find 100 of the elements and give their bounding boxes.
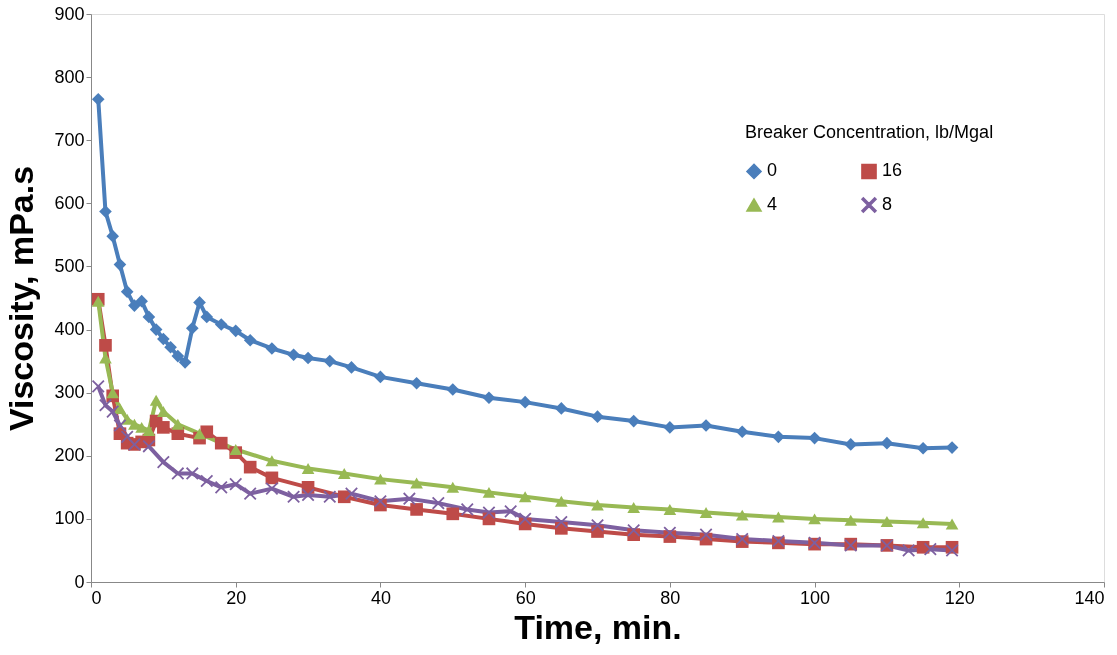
point: [243, 487, 257, 500]
point: [945, 518, 959, 530]
point: [91, 380, 105, 393]
point: [120, 285, 134, 299]
y-tick-label: 700: [54, 129, 85, 150]
point: [287, 490, 300, 504]
point: [699, 419, 713, 432]
point: [301, 488, 315, 502]
x-axis-title: Time, min.: [514, 607, 682, 646]
point: [229, 324, 243, 338]
point: [157, 455, 170, 469]
point: [880, 436, 894, 450]
legend-label: 16: [882, 160, 903, 181]
point: [431, 496, 445, 510]
x-tick-label: 140: [1074, 587, 1105, 608]
point: [446, 383, 460, 396]
point: [214, 481, 228, 494]
point: [171, 418, 185, 430]
y-tick-label: 300: [54, 382, 85, 403]
point: [149, 323, 163, 336]
point: [229, 443, 243, 455]
point: [482, 391, 496, 405]
point: [178, 356, 192, 369]
legend-label: 0: [767, 160, 778, 181]
point: [699, 507, 713, 519]
point: [229, 477, 243, 491]
legend-title: Breaker Concentration, lb/Mgal: [745, 122, 994, 142]
point: [446, 481, 460, 493]
x-tick-label: 100: [800, 587, 831, 608]
point: [410, 376, 423, 390]
point: [265, 342, 279, 355]
point: [301, 351, 315, 365]
point: [844, 438, 858, 451]
x-tick-label: 40: [370, 587, 391, 608]
point: [243, 333, 257, 347]
point: [243, 460, 257, 474]
point: [164, 340, 177, 354]
point: [323, 490, 337, 504]
point: [627, 523, 640, 537]
point: [301, 462, 315, 474]
y-tick-label: 800: [54, 66, 85, 87]
legend-label: 8: [882, 194, 893, 214]
point: [924, 542, 937, 556]
point: [772, 430, 785, 444]
x-tick-label: 60: [515, 587, 536, 608]
point: [916, 441, 930, 455]
y-tick-label: 200: [54, 445, 85, 466]
point: [106, 405, 120, 418]
point: [113, 402, 127, 414]
point: [171, 349, 185, 363]
point: [627, 414, 640, 428]
point: [460, 503, 474, 516]
point: [323, 354, 337, 368]
x-tick-label: 80: [660, 587, 681, 608]
point: [265, 455, 279, 467]
point: [735, 509, 749, 521]
point: [106, 387, 120, 399]
point: [916, 517, 930, 529]
x-tick-label: 20: [226, 587, 247, 608]
point: [185, 321, 199, 335]
point: [945, 441, 959, 454]
y-tick-label: 100: [54, 508, 85, 529]
point: [142, 310, 156, 324]
point: [880, 515, 894, 527]
point: [663, 503, 677, 515]
point: [265, 471, 279, 485]
point: [142, 439, 156, 453]
point: [504, 504, 517, 518]
point: [287, 348, 300, 362]
point: [91, 92, 105, 106]
point: [214, 318, 228, 331]
point: [200, 310, 214, 324]
y-tick-label: 0: [74, 571, 85, 592]
point: [106, 229, 120, 243]
y-tick-label: 500: [54, 255, 85, 276]
point: [403, 492, 416, 506]
point: [157, 332, 170, 346]
legend-label: 4: [767, 194, 778, 214]
point: [663, 421, 677, 434]
point: [518, 395, 532, 409]
point: [374, 494, 387, 508]
point: [374, 370, 387, 384]
y-tick-label: 600: [54, 192, 85, 213]
x-tick-label: 0: [91, 587, 102, 608]
point: [135, 294, 148, 308]
point: [735, 425, 749, 439]
point: [337, 467, 351, 479]
y-tick-label: 900: [54, 3, 85, 24]
point: [518, 512, 532, 526]
point: [142, 425, 156, 437]
point: [627, 502, 640, 514]
x-tick-label: 120: [944, 587, 975, 608]
point: [149, 394, 163, 406]
y-tick-label: 400: [54, 319, 85, 340]
point: [808, 431, 821, 445]
point: [482, 486, 496, 498]
point: [200, 474, 214, 488]
point: [185, 467, 199, 480]
y-axis-title: Viscosity, mPa.s: [2, 165, 41, 432]
point: [214, 436, 228, 450]
